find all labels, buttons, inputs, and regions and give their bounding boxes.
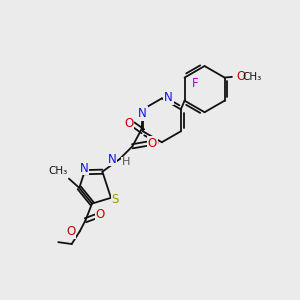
Text: F: F [192, 77, 199, 90]
Text: CH₃: CH₃ [243, 72, 262, 82]
Text: O: O [148, 136, 157, 150]
Text: O: O [236, 70, 245, 83]
Text: O: O [66, 225, 76, 238]
Text: S: S [111, 193, 119, 206]
Text: N: N [138, 107, 147, 120]
Text: H: H [122, 158, 130, 167]
Text: O: O [124, 117, 134, 130]
Text: N: N [107, 152, 116, 166]
Text: N: N [164, 91, 173, 104]
Text: N: N [80, 161, 88, 175]
Text: CH₃: CH₃ [49, 166, 68, 176]
Text: O: O [95, 208, 105, 221]
